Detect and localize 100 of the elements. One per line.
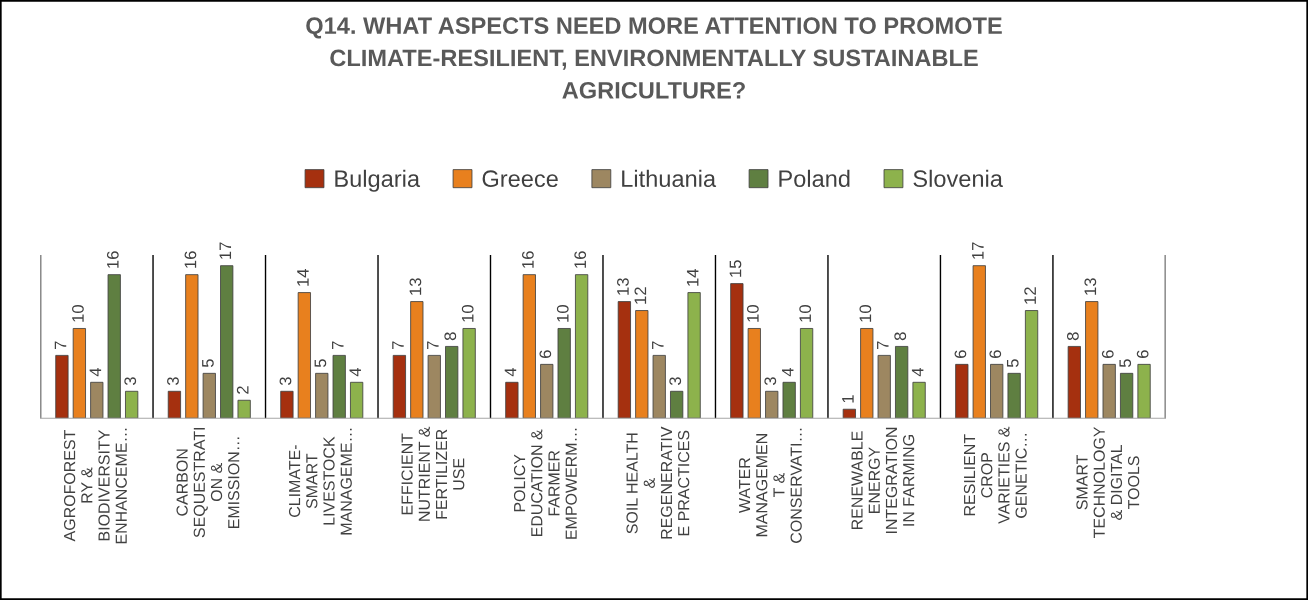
data-label: 15 <box>729 260 742 277</box>
data-label: 2 <box>236 386 249 394</box>
bar <box>747 328 761 419</box>
data-label: 4 <box>504 367 517 377</box>
chart-title: Q14. WHAT ASPECTS NEED MORE ATTENTION TO PROMOTE CLIMATE-RESILIENT, ENVIRONMENTALLY SUSTAINABLE AGRICULTURE? <box>306 17 1002 99</box>
x-tick-label: RENEWABLE ENERGY INTEGRATION IN FARMING <box>851 427 915 534</box>
bar <box>350 381 364 419</box>
bar <box>462 328 476 419</box>
bar <box>652 354 666 419</box>
data-label: 6 <box>1136 350 1149 358</box>
legend-label: Poland <box>779 169 850 188</box>
bar <box>877 354 891 419</box>
x-tick-label: SOIL HEALTH & REGENERATIV E PRACTICES <box>626 426 690 539</box>
bar <box>557 328 571 419</box>
data-label: 5 <box>202 359 214 368</box>
data-label: 4 <box>911 367 924 377</box>
data-label: 13 <box>617 278 629 295</box>
x-tick-label: EFFICIENT NUTRIENT & FERTILIZER USE <box>401 426 465 521</box>
data-label: 7 <box>332 341 344 349</box>
bar <box>107 274 121 419</box>
bar <box>410 301 424 419</box>
bar <box>522 274 536 419</box>
bar <box>617 301 631 419</box>
x-tick-label: WATER MANAGEMEN T & CONSERVATI… <box>739 428 802 543</box>
data-label: 16 <box>184 251 197 268</box>
legend-label: Greece <box>482 170 558 188</box>
bar <box>90 381 104 419</box>
data-label: 13 <box>1084 278 1097 295</box>
data-label: 6 <box>989 350 1002 358</box>
data-label: 4 <box>349 367 361 377</box>
bar <box>990 363 1004 419</box>
bar <box>540 363 554 419</box>
data-label: 10 <box>461 305 474 322</box>
data-label: 17 <box>219 242 232 259</box>
bar <box>730 283 744 419</box>
bar <box>125 390 139 419</box>
bar <box>315 372 329 419</box>
bar <box>860 328 874 419</box>
bar <box>72 328 86 419</box>
data-label: 7 <box>652 341 664 349</box>
data-label: 12 <box>1024 287 1036 304</box>
data-label: 1 <box>842 395 854 403</box>
data-label: 7 <box>392 341 404 349</box>
data-label: 8 <box>894 332 907 341</box>
legend-label: Bulgaria <box>335 169 421 192</box>
bar <box>635 310 649 419</box>
bar <box>167 390 182 419</box>
data-label: 16 <box>106 251 119 268</box>
bar <box>1024 310 1039 419</box>
data-label: 4 <box>782 367 794 377</box>
data-label: 14 <box>686 268 699 286</box>
x-tick-label: SMART TECHNOLOGY & DIGITAL TOOLS <box>1076 426 1140 538</box>
data-label: 8 <box>444 332 457 341</box>
data-label: 17 <box>972 242 984 259</box>
bar <box>55 354 69 419</box>
bar <box>297 292 311 419</box>
bar <box>782 381 796 419</box>
data-label: 7 <box>877 341 889 349</box>
data-label: 6 <box>1101 350 1114 358</box>
data-label: 3 <box>124 377 137 386</box>
bar <box>185 274 199 419</box>
data-label: 5 <box>1119 359 1132 368</box>
data-label: 7 <box>54 341 67 349</box>
x-tick-label: AGROFOREST RY & BIODIVERSITY ENHANCEME… <box>63 428 127 544</box>
data-label: 10 <box>746 305 759 322</box>
data-label: 14 <box>297 268 309 286</box>
bar <box>1067 346 1081 419</box>
data-label: 12 <box>634 287 647 304</box>
legend-label: Lithuania <box>622 169 717 188</box>
data-label: 5 <box>314 359 327 368</box>
bar <box>445 346 459 419</box>
bar <box>237 399 251 419</box>
data-label: 16 <box>521 251 534 268</box>
data-label: 5 <box>1006 359 1019 368</box>
x-tick-label: POLICY EDUCATION & FARMER EMPOWERM… <box>513 428 577 539</box>
data-label: 7 <box>427 341 439 349</box>
data-label: 16 <box>574 251 587 268</box>
bar <box>687 292 701 419</box>
data-label: 4 <box>89 367 102 377</box>
data-label: 10 <box>556 305 569 322</box>
bar <box>1137 363 1151 419</box>
bar <box>1085 301 1099 419</box>
bar <box>842 408 856 419</box>
bar <box>1007 372 1021 419</box>
x-tick-label: CLIMATE- SMART LIVESTOCK MANAGEME… <box>288 428 352 535</box>
legend-label: Slovenia <box>913 169 1003 188</box>
bar <box>505 381 519 419</box>
bar <box>955 363 969 419</box>
bar <box>765 390 779 419</box>
bar <box>280 390 294 419</box>
bar <box>575 274 589 419</box>
data-label: 6 <box>954 350 967 358</box>
bar <box>202 372 216 419</box>
data-label: 8 <box>1066 332 1079 341</box>
data-label: 10 <box>799 305 812 322</box>
bar <box>670 390 684 419</box>
bar <box>799 328 814 419</box>
bar <box>1120 372 1134 419</box>
bar <box>427 354 441 419</box>
bar <box>332 354 346 419</box>
